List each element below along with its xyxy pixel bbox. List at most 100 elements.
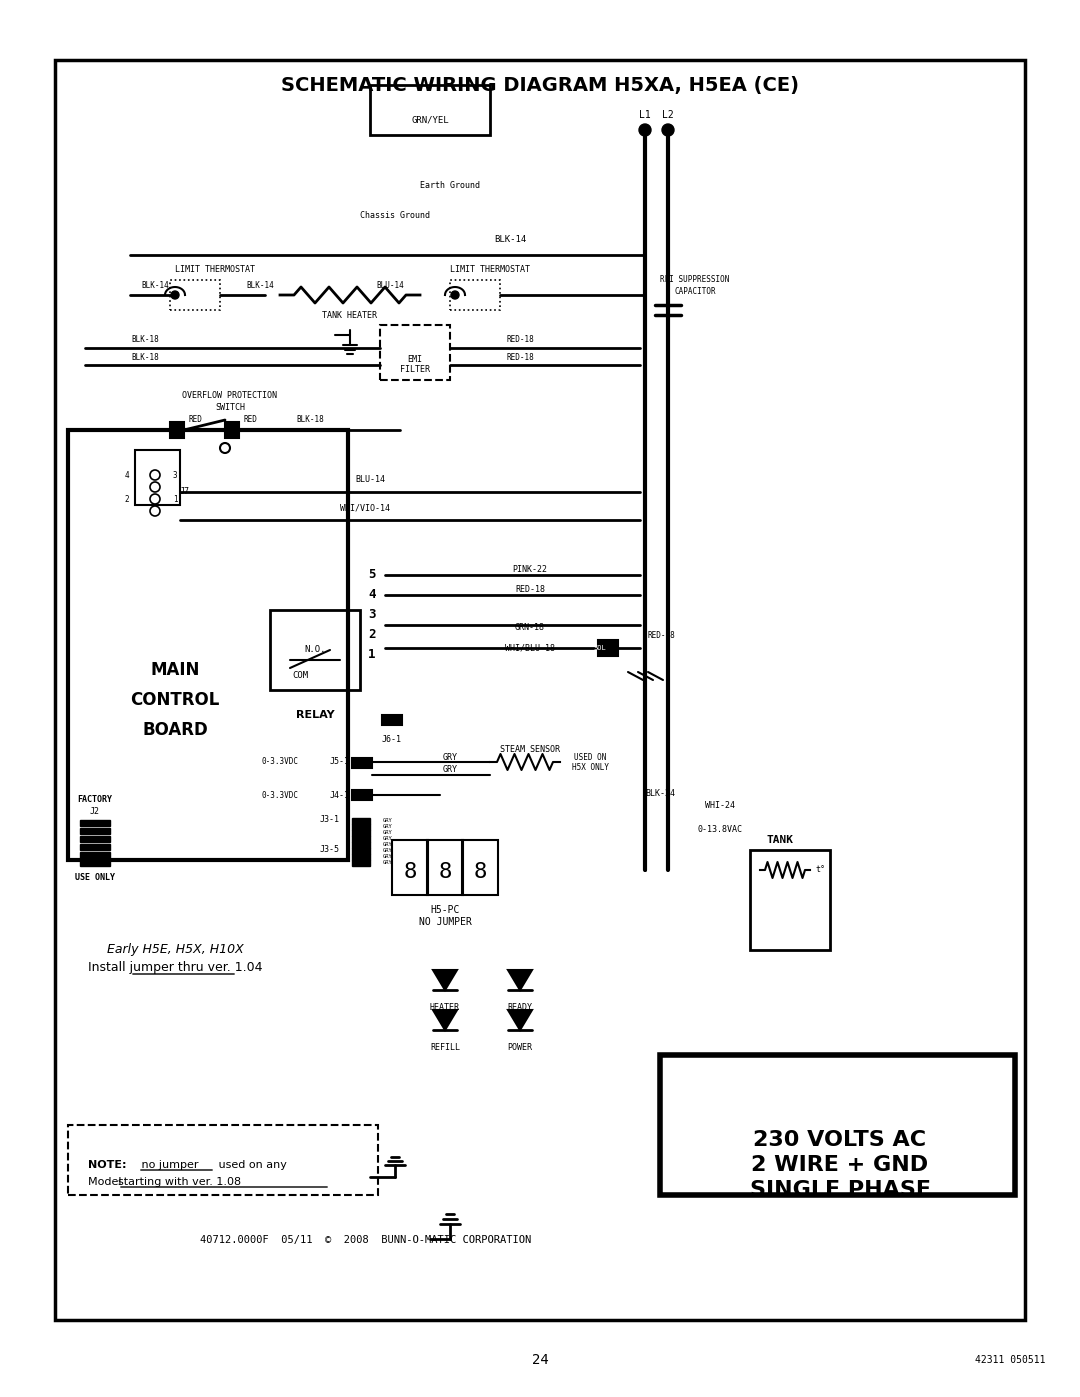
Text: RED-18: RED-18 [648,631,676,640]
Bar [352,830,370,835]
Bar [352,759,372,768]
Text: 4: 4 [124,471,130,479]
Text: RED-18: RED-18 [507,335,534,345]
Text: GRY: GRY [443,766,458,774]
Text: J3-5: J3-5 [320,845,340,855]
Text: BLK-14: BLK-14 [141,281,168,289]
Bar [352,824,370,830]
Bar [352,819,370,824]
Text: MAIN: MAIN [150,661,200,679]
Text: N.O.: N.O. [305,645,326,655]
Text: 3: 3 [173,471,177,479]
Bar [352,835,370,842]
Bar [80,844,110,849]
Text: NOTE:: NOTE: [87,1160,126,1171]
Text: 4: 4 [368,588,376,602]
Text: OVERFLOW PROTECTION: OVERFLOW PROTECTION [183,391,278,400]
Text: 1: 1 [173,495,177,503]
Bar [270,610,360,690]
Text: 42311 050511: 42311 050511 [975,1355,1045,1365]
Text: L1: L1 [639,110,651,120]
Text: PINK-22: PINK-22 [513,566,548,574]
Text: 2: 2 [124,495,130,503]
Text: RED-18: RED-18 [515,585,545,595]
Text: SINGLE PHASE: SINGLE PHASE [750,1180,931,1200]
Text: RED: RED [243,415,257,425]
Text: BLU-14: BLU-14 [376,281,404,289]
Text: 0-3.3VDC: 0-3.3VDC [261,757,298,767]
Bar [80,820,110,826]
Text: GRY: GRY [383,859,393,865]
Text: GRY: GRY [383,817,393,823]
Text: SOL: SOL [594,645,606,651]
Bar [380,326,450,380]
Text: SWITCH: SWITCH [215,402,245,412]
Text: GRY: GRY [383,841,393,847]
Bar [750,849,831,950]
Text: Install jumper thru ver. 1.04: Install jumper thru ver. 1.04 [87,961,262,975]
Text: RED: RED [188,415,202,425]
Text: used on any: used on any [215,1160,287,1171]
Text: 3: 3 [368,609,376,622]
Text: L2: L2 [662,110,674,120]
Text: FACTORY: FACTORY [78,795,112,805]
Text: FILTER: FILTER [400,366,430,374]
Text: BLK-24: BLK-24 [645,788,675,798]
Circle shape [451,291,459,299]
Bar [80,835,110,842]
Text: BLK-14: BLK-14 [494,236,526,244]
Circle shape [171,291,179,299]
Text: GRN/YEL: GRN/YEL [411,116,449,124]
Bar [225,422,239,439]
Text: TANK HEATER: TANK HEATER [323,310,378,320]
Text: J7: J7 [180,488,190,496]
Bar [80,861,110,866]
Circle shape [662,124,674,136]
Text: WHI-24: WHI-24 [705,800,735,809]
Text: EMI: EMI [407,355,422,365]
Bar [80,852,110,858]
Text: J3-1: J3-1 [320,816,340,824]
Bar [352,854,370,861]
Bar [170,422,184,439]
Bar [352,861,370,866]
Text: Earth Ground: Earth Ground [420,180,480,190]
Text: GRY: GRY [383,835,393,841]
Text: 230 VOLTS AC: 230 VOLTS AC [754,1130,927,1150]
Text: WHI/VIO-14: WHI/VIO-14 [340,503,390,513]
Text: COM: COM [292,671,308,679]
Text: BLU-14: BLU-14 [355,475,384,485]
Text: STEAM SENSOR: STEAM SENSOR [500,746,561,754]
Text: CONTROL: CONTROL [131,692,219,710]
Text: GRY: GRY [383,848,393,852]
Text: H5X ONLY: H5X ONLY [571,764,608,773]
Text: 2 WIRE + GND: 2 WIRE + GND [752,1155,929,1175]
Text: J4-1: J4-1 [330,791,350,799]
Text: 8: 8 [403,862,417,882]
Text: USED ON: USED ON [573,753,606,761]
Bar [55,60,1025,1320]
Text: 5: 5 [368,569,376,581]
Bar [68,430,348,861]
Bar [170,279,220,310]
Text: 2: 2 [368,629,376,641]
Bar [392,840,428,895]
Text: J2: J2 [90,807,100,816]
Bar [135,450,180,504]
Polygon shape [508,970,532,990]
Text: Early H5E, H5X, H10X: Early H5E, H5X, H10X [107,943,243,957]
Text: READY: READY [508,1003,532,1011]
Text: RED-18: RED-18 [507,353,534,362]
Text: SCHEMATIC WIRING DIAGRAM H5XA, H5EA (CE): SCHEMATIC WIRING DIAGRAM H5XA, H5EA (CE) [281,75,799,95]
Text: RFI SUPPRESSION: RFI SUPPRESSION [660,275,730,285]
Text: LIMIT THERMOSTAT: LIMIT THERMOSTAT [175,265,255,274]
Bar [352,842,370,848]
Text: GRY: GRY [383,830,393,834]
Text: 8: 8 [438,862,451,882]
Text: t°: t° [815,866,825,875]
Text: GRY: GRY [383,854,393,859]
Text: TANK: TANK [767,835,794,845]
Circle shape [639,124,651,136]
Text: LIMIT THERMOSTAT: LIMIT THERMOSTAT [450,265,530,274]
Text: POWER: POWER [508,1042,532,1052]
